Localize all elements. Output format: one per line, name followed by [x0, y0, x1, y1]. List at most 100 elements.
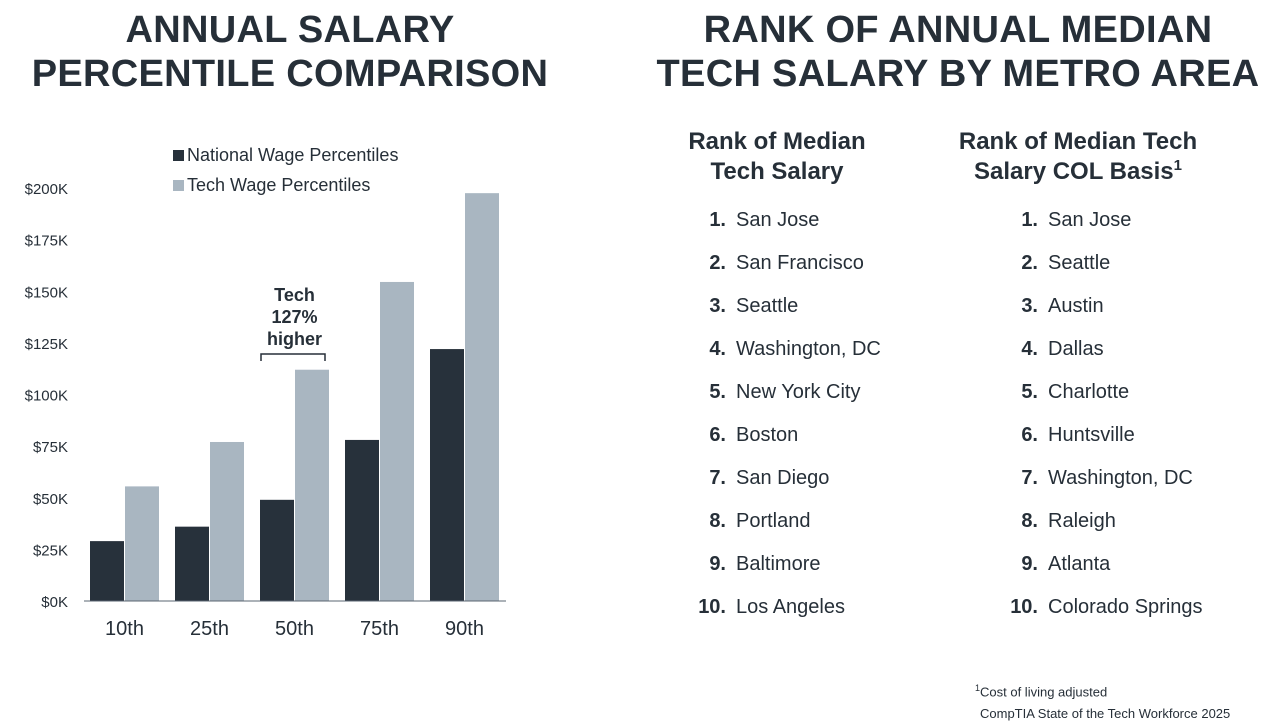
rank-number: 5. [709, 381, 726, 403]
rank-list-col: 1. San Jose 2. Seattle 3. Austin 4. Dallas 5. Cha… [1002, 201, 1203, 631]
annotation-text: higher [267, 329, 322, 349]
rank-city: San Francisco [736, 252, 864, 274]
rank-number: 7. [1021, 467, 1038, 489]
rank-number: 1. [1021, 209, 1038, 231]
rank-item: 7. San Diego [690, 459, 881, 502]
footnote-marker: 1 [1173, 157, 1182, 174]
bar-tech [295, 369, 329, 601]
legend-swatch [173, 180, 184, 191]
bar-tech [465, 193, 499, 601]
bar-tech [210, 441, 244, 601]
x-tick-label: 50th [275, 618, 314, 640]
rank-item: 3. Austin [1002, 287, 1203, 330]
bar-national [260, 499, 294, 601]
rank-city: Dallas [1048, 338, 1104, 360]
rank-number: 4. [709, 338, 726, 360]
rank-city: Seattle [1048, 252, 1111, 274]
rank-number: 3. [709, 295, 726, 317]
x-tick-label: 75th [360, 618, 399, 640]
rank-number: 9. [1021, 553, 1038, 575]
rank-city: Los Angeles [736, 596, 845, 618]
footnote-marker: 1 [975, 683, 981, 693]
rank-item: 6. Huntsville [1002, 416, 1203, 459]
rank-city: Austin [1048, 295, 1104, 317]
rank-column-heading-col: Rank of Median Tech Salary COL Basis1 [938, 127, 1218, 187]
rank-city: San Jose [1048, 209, 1132, 231]
rank-number: 8. [709, 510, 726, 532]
legend-label: Tech Wage Percentiles [187, 175, 370, 195]
rank-city: New York City [736, 381, 861, 403]
annotation-bracket [260, 353, 326, 361]
rank-number: 2. [709, 252, 726, 274]
rank-column-heading-median: Rank of Median Tech Salary [662, 127, 892, 187]
x-tick-label: 90th [445, 618, 484, 640]
legend-swatch [173, 150, 184, 161]
footnote-text: Cost of living adjusted [980, 684, 1108, 700]
rank-number: 2. [1021, 252, 1038, 274]
rank-number: 4. [1021, 338, 1038, 360]
rank-item: 3. Seattle [690, 287, 881, 330]
rank-number: 10. [698, 596, 726, 618]
rank-item: 10. Los Angeles [690, 588, 881, 631]
rank-item: 6. Boston [690, 416, 881, 459]
y-tick-label: $75K [33, 439, 68, 456]
rank-number: 8. [1021, 510, 1038, 532]
rank-item: 4. Dallas [1002, 330, 1203, 373]
rank-item: 7. Washington, DC [1002, 459, 1203, 502]
rank-city: Washington, DC [1048, 467, 1193, 489]
rank-city: Portland [736, 510, 811, 532]
rank-city: Baltimore [736, 553, 821, 575]
rank-city: Seattle [736, 295, 799, 317]
rank-city: Boston [736, 424, 799, 446]
rank-item: 1. San Jose [690, 201, 881, 244]
legend-label: National Wage Percentiles [187, 145, 398, 165]
rank-number: 3. [1021, 295, 1038, 317]
chart-title: ANNUAL SALARY PERCENTILE COMPARISON [31, 9, 549, 95]
x-tick-label: 25th [190, 618, 229, 640]
rank-city: San Jose [736, 209, 820, 231]
rank-city: Charlotte [1048, 381, 1130, 403]
y-axis: $0K $25K $50K $75K $100K $125K $150K $175K $200K [25, 181, 68, 611]
rank-item: 1. San Jose [1002, 201, 1203, 244]
rank-item: 5. Charlotte [1002, 373, 1203, 416]
rank-item: 10. Colorado Springs [1002, 588, 1203, 631]
y-tick-label: $25K [33, 542, 68, 559]
bar-tech [380, 281, 414, 601]
rank-city: Raleigh [1048, 510, 1116, 532]
annotation-text: Tech [274, 285, 315, 305]
legend: National Wage Percentiles Tech Wage Perce… [173, 145, 398, 195]
rank-item: 2. San Francisco [690, 244, 881, 287]
salary-percentile-chart: $0K $25K $50K $75K $100K $125K $150K $175K $200K… [25, 145, 506, 640]
x-axis: 10th 25th 50th 75th 90th [84, 600, 506, 640]
rank-number: 9. [709, 553, 726, 575]
rank-item: 5. New York City [690, 373, 881, 416]
rank-city: Atlanta [1048, 553, 1111, 575]
y-tick-label: $50K [33, 491, 68, 508]
y-tick-label: $125K [25, 336, 68, 353]
y-tick-label: $200K [25, 181, 68, 198]
bar-national [175, 526, 209, 601]
rank-city: Colorado Springs [1048, 596, 1203, 618]
source-credit: CompTIA State of the Tech Workforce 2025 [980, 706, 1231, 721]
rank-item: 8. Portland [690, 502, 881, 545]
x-tick-label: 10th [105, 618, 144, 640]
heading-text: Rank of Median Tech Salary COL Basis [958, 128, 1198, 185]
rank-number: 6. [1021, 424, 1038, 446]
bar-national [430, 349, 464, 601]
y-tick-label: $175K [25, 233, 68, 250]
y-tick-label: $0K [41, 594, 68, 611]
rank-item: 9. Baltimore [690, 545, 881, 588]
y-tick-label: $100K [25, 388, 68, 405]
rank-number: 7. [709, 467, 726, 489]
rank-number: 10. [1010, 596, 1038, 618]
rank-item: 4. Washington, DC [690, 330, 881, 373]
bar-national [345, 439, 379, 601]
rank-city: Huntsville [1048, 424, 1135, 446]
rank-city: San Diego [736, 467, 830, 489]
rank-item: 8. Raleigh [1002, 502, 1203, 545]
rank-title: RANK OF ANNUAL MEDIAN TECH SALARY BY MET… [656, 9, 1260, 95]
bar-national [90, 541, 124, 601]
bars [90, 193, 499, 601]
rank-item: 9. Atlanta [1002, 545, 1203, 588]
